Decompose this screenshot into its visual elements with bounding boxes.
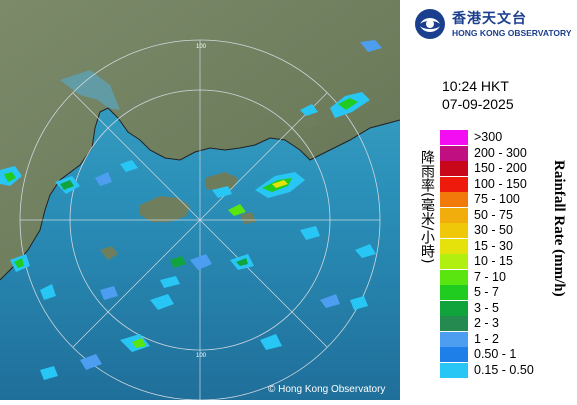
legend-label: 75 - 100 xyxy=(474,192,520,206)
radar-map: 100 100 xyxy=(0,0,401,401)
legend-label: 7 - 10 xyxy=(474,269,506,284)
legend-label: 0.50 - 1 xyxy=(474,347,517,361)
legend-swatch xyxy=(440,176,468,192)
legend-swatch xyxy=(440,207,468,223)
legend-item: 3 - 5 xyxy=(440,300,560,316)
legend-item: 0.15 - 0.50 xyxy=(440,362,560,378)
observation-date: 07-09-2025 xyxy=(442,96,514,112)
legend-label: 0.15 - 0.50 xyxy=(474,362,534,377)
legend-swatch xyxy=(440,161,468,176)
legend-swatch xyxy=(440,192,468,207)
legend-item: 30 - 50 xyxy=(440,223,560,238)
hong-kong-island xyxy=(205,172,238,192)
legend-swatch xyxy=(440,145,468,161)
legend-swatch xyxy=(440,269,468,285)
legend-swatch xyxy=(440,285,468,300)
radar-echoes xyxy=(0,40,382,380)
copyright-text: © Hong Kong Observatory xyxy=(268,384,386,395)
observation-time: 10:24 HKT xyxy=(442,78,509,94)
legend-item: 200 - 300 xyxy=(440,145,560,161)
legend-item: 1 - 2 xyxy=(440,331,560,347)
legend-swatch xyxy=(440,331,468,347)
legend-swatch xyxy=(440,316,468,331)
hko-logo: 香港天文台 HONG KONG OBSERVATORY xyxy=(414,8,574,40)
legend-item: >300 xyxy=(440,130,560,145)
legend-label: 2 - 3 xyxy=(474,316,500,330)
legend-label: 200 - 300 xyxy=(474,145,527,160)
legend-swatch xyxy=(440,223,468,238)
legend-swatch xyxy=(440,300,468,316)
legend-item: 0.50 - 1 xyxy=(440,347,560,362)
legend-item: 7 - 10 xyxy=(440,269,560,285)
legend-label: 50 - 75 xyxy=(474,207,513,222)
logo-text-chinese: 香港天文台 xyxy=(452,11,527,27)
legend-label: 10 - 15 xyxy=(474,254,513,268)
logo-text-english: HONG KONG OBSERVATORY xyxy=(452,28,572,38)
legend-item: 2 - 3 xyxy=(440,316,560,331)
legend-label: 3 - 5 xyxy=(474,300,500,315)
legend-item: 50 - 75 xyxy=(440,207,560,223)
legend-label: 100 - 150 xyxy=(474,176,527,191)
legend-swatch xyxy=(440,362,468,378)
ring-label-top: 100 xyxy=(196,44,207,50)
legend-label: 15 - 30 xyxy=(474,238,513,253)
hko-logo-icon xyxy=(415,9,445,39)
legend-item: 150 - 200 xyxy=(440,161,560,176)
legend-label: 1 - 2 xyxy=(474,331,500,346)
lantau-island xyxy=(140,196,190,222)
legend-item: 5 - 7 xyxy=(440,285,560,300)
radar-map-image: 100 100 xyxy=(0,0,401,401)
legend-item: 100 - 150 xyxy=(440,176,560,192)
legend-panel: 香港天文台 HONG KONG OBSERVATORY 10:24 HKT 07… xyxy=(400,0,577,400)
legend-swatch xyxy=(440,347,468,362)
legend-item: 15 - 30 xyxy=(440,238,560,254)
legend-item: 75 - 100 xyxy=(440,192,560,207)
legend-item: 10 - 15 xyxy=(440,254,560,269)
legend-title-chinese: 降雨率(毫米/小時) xyxy=(419,150,435,264)
ring-label-bottom: 100 xyxy=(196,353,207,359)
legend-swatch xyxy=(440,130,468,145)
legend-label: 150 - 200 xyxy=(474,161,527,175)
legend-swatch xyxy=(440,254,468,269)
legend-label: >300 xyxy=(474,130,503,144)
legend-title-english: Rainfall Rate (mm/h) xyxy=(551,160,567,297)
legend-label: 5 - 7 xyxy=(474,285,500,299)
legend-swatch xyxy=(440,238,468,254)
legend-label: 30 - 50 xyxy=(474,223,513,237)
